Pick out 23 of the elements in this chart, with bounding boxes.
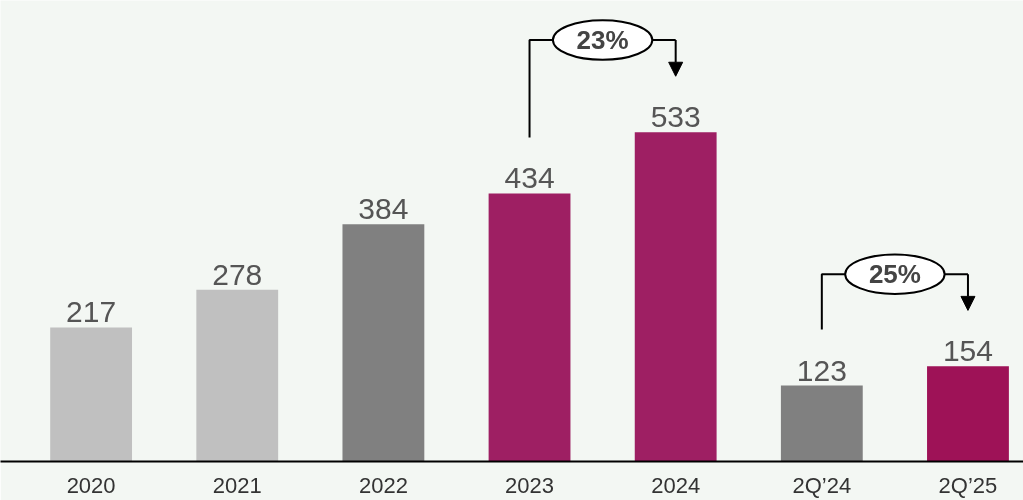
text: 23%	[576, 25, 629, 56]
x-tick-label: 2024	[651, 472, 701, 498]
bar	[780, 385, 863, 462]
bar	[196, 289, 279, 462]
bar	[342, 224, 425, 462]
data-label: 434	[504, 161, 555, 195]
data-label: 154	[942, 334, 993, 368]
x-tick-label: 2022	[358, 472, 408, 498]
data-label: 123	[796, 353, 847, 387]
x-tick-label: 2023	[505, 472, 555, 498]
data-label: 533	[650, 100, 701, 134]
annotation: 25%	[868, 259, 921, 290]
data-label: 217	[66, 295, 117, 329]
x-tick-label: 2Q’24	[792, 472, 852, 498]
bar	[927, 366, 1009, 462]
bar	[50, 327, 133, 462]
x-tick-label: 2Q’25	[938, 472, 998, 498]
bar	[488, 193, 571, 462]
bar	[634, 132, 717, 462]
x-tick-label: 2020	[66, 472, 116, 498]
x-tick-label: 2021	[212, 472, 262, 498]
data-label: 278	[212, 257, 263, 291]
data-label: 384	[358, 192, 409, 226]
